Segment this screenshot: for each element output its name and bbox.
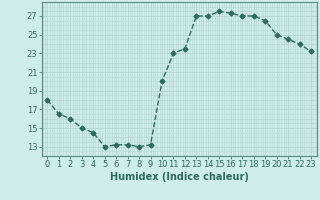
X-axis label: Humidex (Indice chaleur): Humidex (Indice chaleur) [110,172,249,182]
